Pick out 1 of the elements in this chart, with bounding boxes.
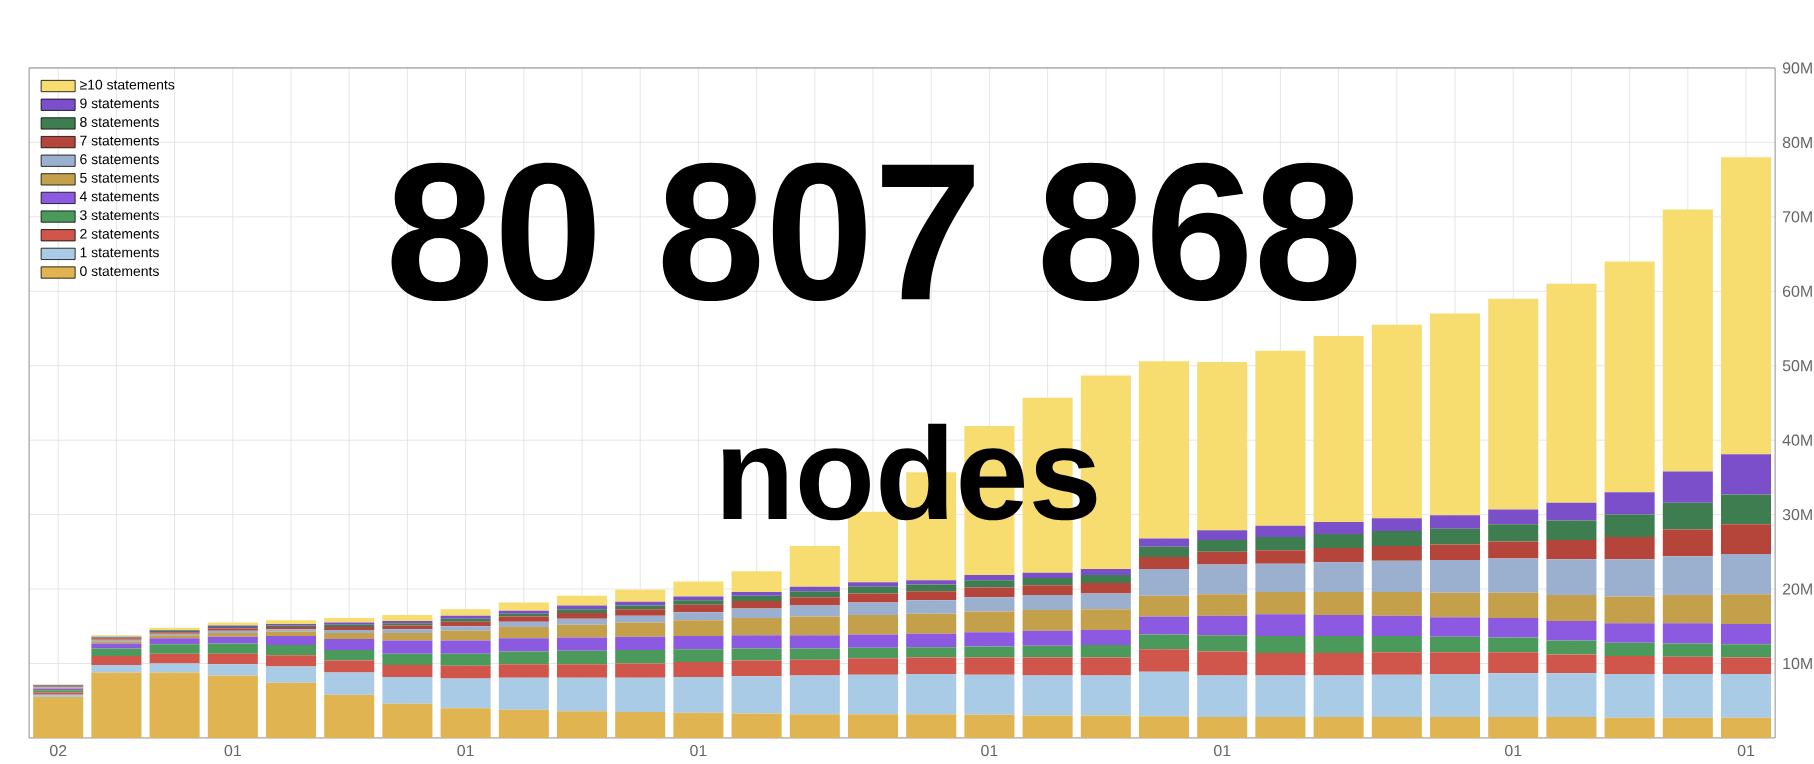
annotation: 80 807 868	[391, 162, 1357, 302]
